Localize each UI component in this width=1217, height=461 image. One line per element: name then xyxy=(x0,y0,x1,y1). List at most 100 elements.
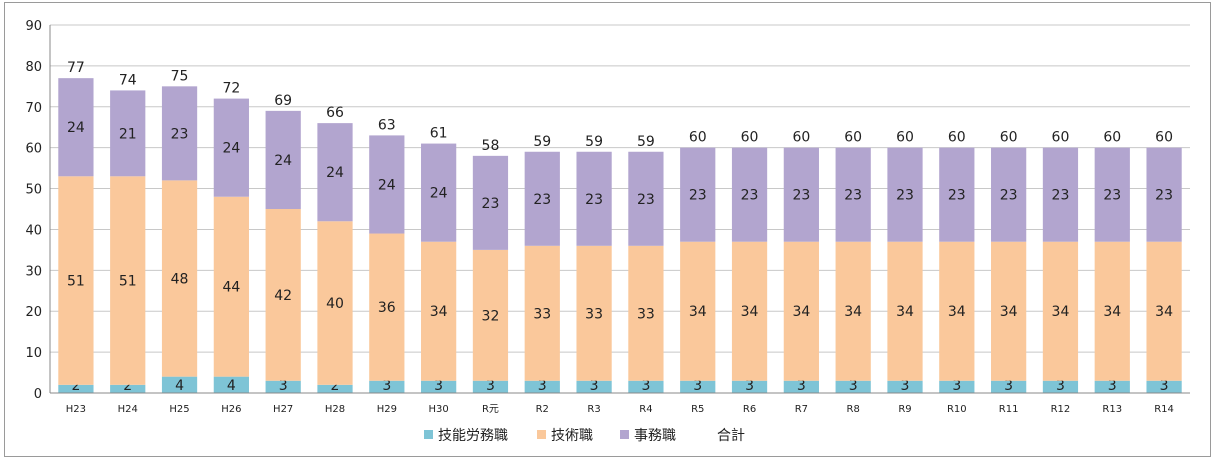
data-label: 34 xyxy=(1052,304,1070,320)
x-tick-label: R7 xyxy=(795,404,808,415)
total-label: 75 xyxy=(171,68,189,84)
total-label: 66 xyxy=(326,105,344,121)
data-label: 3 xyxy=(279,378,288,394)
data-label: 21 xyxy=(119,126,137,142)
total-label: 59 xyxy=(585,134,603,150)
total-label: 60 xyxy=(689,130,707,146)
data-label: 3 xyxy=(952,378,961,394)
bar-segment-R元-事務職 xyxy=(472,155,509,250)
data-label: 23 xyxy=(585,192,603,208)
data-label: 24 xyxy=(222,141,240,157)
bar-segment-R6-事務職 xyxy=(731,147,768,242)
bar-segment-H30-技能労務職 xyxy=(421,380,457,393)
bar-segment-R13-技能労務職 xyxy=(1094,380,1130,393)
data-label: 23 xyxy=(1155,188,1173,204)
y-tick-label: 20 xyxy=(25,305,42,320)
data-label: 44 xyxy=(222,280,240,296)
x-tick-label: R6 xyxy=(743,404,756,415)
y-tick-label: 80 xyxy=(25,60,42,75)
data-label: 2 xyxy=(331,378,340,394)
data-label: 34 xyxy=(430,304,448,320)
data-label: 23 xyxy=(844,188,862,204)
data-label: 24 xyxy=(430,186,448,202)
bar-segment-H30-事務職 xyxy=(421,143,457,242)
data-label: 42 xyxy=(274,288,292,304)
x-tick-label: H27 xyxy=(273,404,293,415)
bar-segment-H28-技能労務職 xyxy=(317,384,353,393)
bar-segment-H27-事務職 xyxy=(265,110,301,209)
total-label: 63 xyxy=(378,117,396,133)
bar-segment-R4-技能労務職 xyxy=(628,380,664,393)
x-tick-label: H26 xyxy=(221,404,241,415)
legend-label: 事務職 xyxy=(634,428,676,444)
bar-segment-H23-技術職 xyxy=(58,176,94,385)
x-axis: H23 H24 H25 H26 H27 H28 H29 H30 R元 R2 R3 R4 R5 R6 R7 R8… xyxy=(50,392,1190,415)
bar-segment-H26-事務職 xyxy=(213,98,249,197)
legend-swatch xyxy=(537,430,546,439)
bar-segment-H25-技能労務職 xyxy=(161,376,198,393)
data-label: 33 xyxy=(585,306,603,322)
data-label: 34 xyxy=(689,304,707,320)
data-label: 23 xyxy=(533,192,551,208)
bar-segment-H25-技術職 xyxy=(161,180,198,377)
total-label: 69 xyxy=(274,93,292,109)
bar-segment-R12-技術職 xyxy=(1042,241,1079,381)
data-label: 3 xyxy=(901,378,910,394)
bar-segment-R6-技術職 xyxy=(731,241,768,381)
bar-segment-H29-事務職 xyxy=(369,135,405,234)
x-tick-label: R5 xyxy=(691,404,704,415)
data-label: 23 xyxy=(1052,188,1070,204)
bar-segment-H26-技術職 xyxy=(213,196,249,377)
data-label: 3 xyxy=(1056,378,1065,394)
y-tick-label: 90 xyxy=(25,19,42,34)
total-label: 60 xyxy=(896,130,914,146)
legend-label: 技術職 xyxy=(551,428,593,444)
x-tick-label: R14 xyxy=(1154,404,1174,415)
bar-segment-R11-事務職 xyxy=(991,147,1027,242)
bar-segment-R8-事務職 xyxy=(835,147,871,242)
total-label: 59 xyxy=(533,134,551,150)
total-label: 58 xyxy=(482,138,500,154)
data-label: 4 xyxy=(175,378,184,394)
bar-segment-R8-技能労務職 xyxy=(835,380,871,393)
x-tick-label: H29 xyxy=(377,404,397,415)
data-label: 23 xyxy=(1103,188,1121,204)
bar-segment-R7-技術職 xyxy=(783,241,819,381)
bar-segment-H23-技能労務職 xyxy=(58,384,94,393)
bar-segment-R3-技能労務職 xyxy=(576,380,612,393)
total-label: 74 xyxy=(119,72,137,88)
bar-segment-R11-技能労務職 xyxy=(991,380,1027,393)
data-label: 3 xyxy=(1004,378,1013,394)
bar-segment-H24-技術職 xyxy=(110,176,146,385)
bar-segment-R3-事務職 xyxy=(576,151,612,246)
bar-segment-R10-事務職 xyxy=(939,147,975,242)
y-tick-label: 30 xyxy=(25,264,42,279)
bar-segment-R14-技能労務職 xyxy=(1146,380,1182,393)
bar-segment-R6-技能労務職 xyxy=(731,380,768,393)
total-label: 60 xyxy=(792,130,810,146)
data-label: 23 xyxy=(948,188,966,204)
x-tick-label: R4 xyxy=(639,404,652,415)
data-label: 3 xyxy=(849,378,858,394)
bar-segment-R12-事務職 xyxy=(1042,147,1079,242)
bar-segment-R3-技術職 xyxy=(576,245,612,381)
data-label: 3 xyxy=(641,378,650,394)
bar-segment-R5-技術職 xyxy=(680,241,716,381)
x-tick-label: R元 xyxy=(482,404,499,415)
y-tick-label: 50 xyxy=(25,183,42,198)
x-tick-label: R10 xyxy=(947,404,967,415)
bar-segment-R10-技術職 xyxy=(939,241,975,381)
bar-segment-H29-技能労務職 xyxy=(369,380,405,393)
bar-segment-R5-事務職 xyxy=(680,147,716,242)
data-label: 3 xyxy=(434,378,443,394)
total-label: 60 xyxy=(1052,130,1070,146)
data-label: 23 xyxy=(1000,188,1018,204)
data-label: 23 xyxy=(792,188,810,204)
y-tick-label: 40 xyxy=(25,223,42,238)
data-label: 34 xyxy=(1000,304,1018,320)
data-label: 34 xyxy=(896,304,914,320)
total-label: 77 xyxy=(67,60,85,76)
bar-segment-R8-技術職 xyxy=(835,241,871,381)
data-label: 34 xyxy=(741,304,759,320)
